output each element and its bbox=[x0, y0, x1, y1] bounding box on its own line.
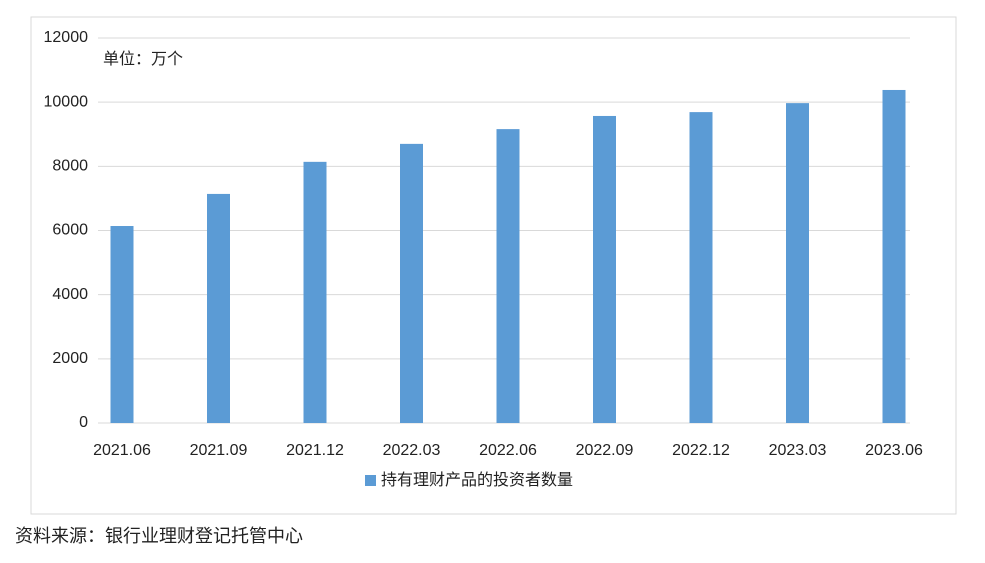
y-tick-label: 0 bbox=[79, 414, 88, 431]
bar bbox=[207, 193, 230, 423]
x-tick-label: 2022.03 bbox=[383, 442, 441, 459]
bar bbox=[400, 143, 423, 423]
source-note: 资料来源：银行业理财登记托管中心 bbox=[15, 526, 303, 547]
x-tick-label: 2021.09 bbox=[190, 442, 248, 459]
x-tick-label: 2023.03 bbox=[769, 442, 827, 459]
y-tick-label: 4000 bbox=[52, 286, 88, 303]
bar bbox=[786, 103, 809, 424]
bar bbox=[496, 129, 520, 423]
bar bbox=[593, 115, 616, 424]
x-tick-label: 2023.06 bbox=[865, 442, 923, 459]
y-tick-label: 12000 bbox=[44, 29, 89, 46]
y-tick-label: 8000 bbox=[52, 158, 88, 175]
x-tick-label: 2022.09 bbox=[576, 442, 634, 459]
y-tick-label: 10000 bbox=[44, 93, 89, 110]
chart-border bbox=[30, 16, 957, 515]
legend-swatch bbox=[365, 475, 376, 486]
bar bbox=[882, 89, 906, 423]
x-tick-label: 2021.06 bbox=[93, 442, 151, 459]
legend-label: 持有理财产品的投资者数量 bbox=[381, 471, 573, 489]
bar bbox=[303, 161, 327, 423]
y-tick-label: 6000 bbox=[52, 222, 88, 239]
bar bbox=[110, 226, 134, 423]
x-tick-label: 2022.12 bbox=[672, 442, 730, 459]
unit-annotation: 单位：万个 bbox=[103, 50, 183, 68]
x-tick-label: 2021.12 bbox=[286, 442, 344, 459]
bar bbox=[689, 112, 713, 424]
y-tick-label: 2000 bbox=[52, 350, 88, 367]
x-tick-label: 2022.06 bbox=[479, 442, 537, 459]
